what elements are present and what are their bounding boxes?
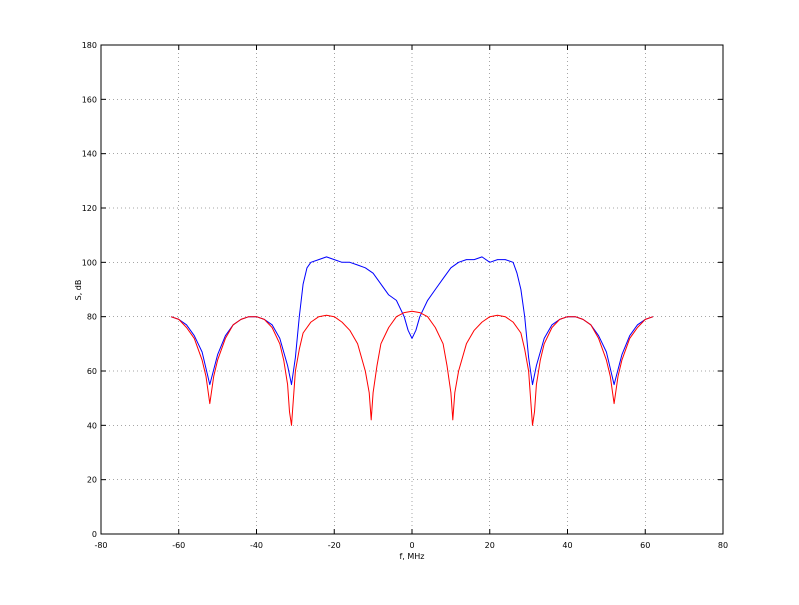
y-tick-label: 100 bbox=[82, 258, 97, 267]
x-tick-label: -60 bbox=[172, 541, 185, 550]
x-tick-label: 20 bbox=[485, 541, 495, 550]
red-series-line bbox=[170, 310, 654, 426]
y-tick-label: 160 bbox=[82, 95, 97, 104]
x-tick-label: 40 bbox=[562, 541, 572, 550]
x-tick-label: 0 bbox=[409, 541, 414, 550]
x-tick-label: -20 bbox=[328, 541, 341, 550]
grid-lines bbox=[101, 45, 723, 534]
x-tick-label: -80 bbox=[94, 541, 107, 550]
y-tick-label: 180 bbox=[82, 41, 97, 50]
y-axis-label: S, dB bbox=[74, 280, 83, 301]
y-tick-label: 40 bbox=[87, 421, 97, 430]
y-tick-label: 0 bbox=[92, 530, 97, 539]
axis-ticks: -80 -60 -40 -20 0 20 40 60 80 0 20 40 60 80 100 120 140 1… bbox=[82, 41, 728, 550]
x-tick-label: -40 bbox=[250, 541, 263, 550]
x-tick-label: 60 bbox=[640, 541, 650, 550]
y-tick-label: 120 bbox=[82, 204, 97, 213]
y-tick-label: 20 bbox=[87, 476, 97, 485]
y-tick-label: 140 bbox=[82, 150, 97, 159]
x-tick-label: 80 bbox=[718, 541, 728, 550]
y-tick-label: 60 bbox=[87, 367, 97, 376]
y-tick-label: 80 bbox=[87, 313, 97, 322]
x-axis-label: f, MHz bbox=[399, 552, 424, 561]
series-layer bbox=[170, 256, 654, 426]
